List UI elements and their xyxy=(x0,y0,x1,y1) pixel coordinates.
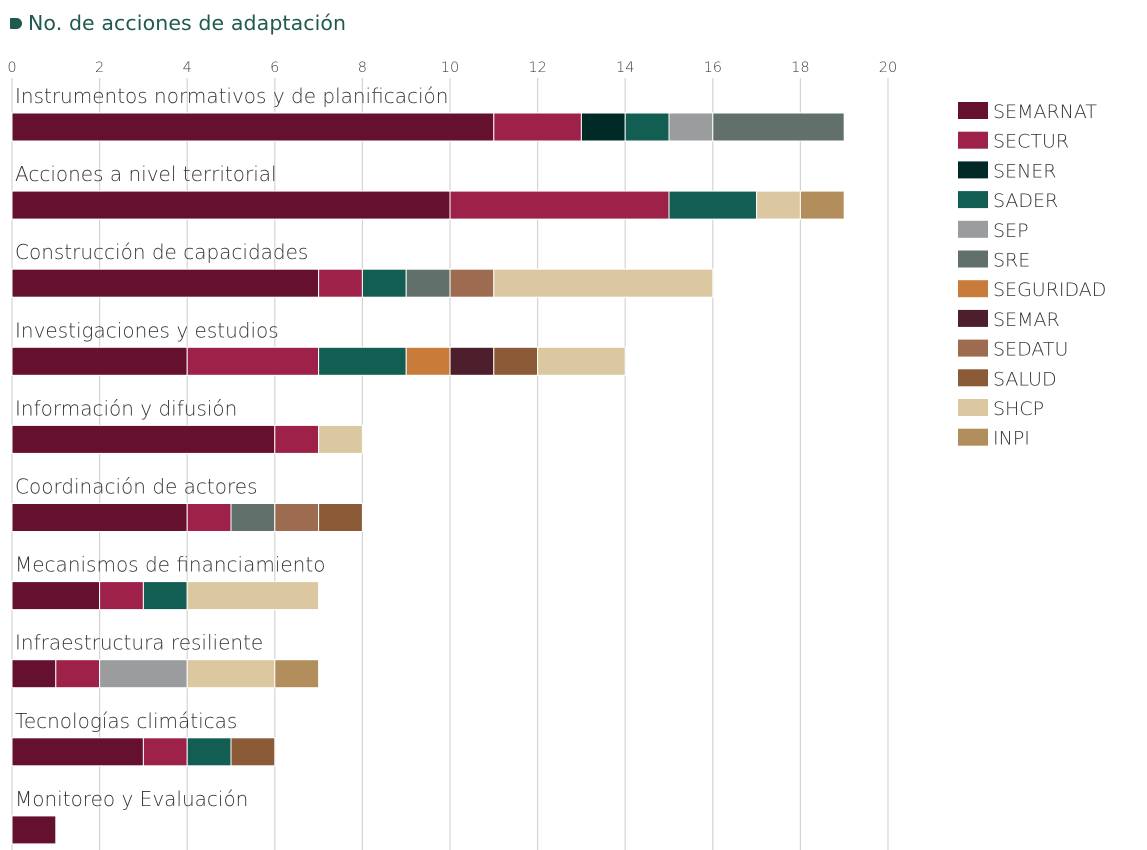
bar-segment xyxy=(274,424,320,454)
bar-segment xyxy=(274,659,320,689)
legend-swatch xyxy=(958,399,988,416)
legend-swatch xyxy=(958,309,988,327)
bar-segment xyxy=(142,737,188,767)
bar-segment xyxy=(493,346,539,376)
bar-segment xyxy=(537,346,626,376)
x-tick-label: 14 xyxy=(616,60,634,76)
bar-segment xyxy=(11,503,188,532)
legend-label: SEP xyxy=(993,220,1029,242)
x-tick-label: 8 xyxy=(358,60,367,76)
legend-label: SEDATU xyxy=(993,339,1068,361)
bar-segment xyxy=(55,659,101,689)
legend-label: SEMAR xyxy=(993,309,1060,331)
category-label: Coordinación de actores xyxy=(15,475,258,499)
x-tick-label: 4 xyxy=(183,60,192,76)
bar-segment xyxy=(318,346,407,376)
bar-segment xyxy=(186,503,232,532)
x-tick-label: 16 xyxy=(704,60,722,76)
bar-segment xyxy=(274,503,320,532)
legend-label: SHCP xyxy=(993,398,1044,420)
bar-segment xyxy=(668,112,714,142)
legend-label: SENER xyxy=(993,160,1057,182)
bar-segment xyxy=(11,659,57,689)
category-label: Acciones a nivel territorial xyxy=(15,162,277,186)
x-tick-label: 6 xyxy=(270,60,279,76)
legend-swatch xyxy=(958,191,988,209)
chart-title-text: No. de acciones de adaptación xyxy=(28,11,347,35)
legend-swatch xyxy=(958,102,988,119)
category-label: Investigaciones y estudios xyxy=(15,318,279,342)
legend-label: SALUD xyxy=(993,368,1057,390)
bar-segment xyxy=(11,815,57,845)
legend-swatch xyxy=(958,161,988,179)
bar-segment xyxy=(186,346,320,376)
chart-title: No. de acciones de adaptación xyxy=(10,8,346,38)
legend-label: INPI xyxy=(993,428,1030,450)
bar-segment xyxy=(361,268,407,298)
bar-segment xyxy=(11,268,320,298)
x-tick-label: 12 xyxy=(528,60,546,76)
bar-segment xyxy=(186,737,232,767)
bar-segment xyxy=(318,424,363,454)
category-label: Mecanismos de financiamiento xyxy=(15,553,325,577)
bar-segment xyxy=(11,737,144,767)
legend-swatch xyxy=(958,428,988,446)
legend-label: SRE xyxy=(993,250,1030,272)
bar-segment xyxy=(449,346,495,376)
bar-segment xyxy=(99,659,188,689)
bar-segment xyxy=(142,581,188,611)
bar-segment xyxy=(318,268,363,298)
bar-segment xyxy=(11,581,101,611)
bar-segment xyxy=(405,346,451,376)
bar-segment xyxy=(799,190,845,220)
bar-segment xyxy=(405,268,451,298)
legend-label: SADER xyxy=(993,190,1058,212)
category-label: Información y difusión xyxy=(15,396,237,420)
legend-label: SECTUR xyxy=(993,131,1069,153)
legend-swatch xyxy=(958,339,988,357)
title-marker-icon xyxy=(10,17,22,29)
x-tick-label: 0 xyxy=(7,60,16,76)
legend-swatch xyxy=(958,250,988,268)
bar-segment xyxy=(318,503,363,532)
x-tick-label: 10 xyxy=(441,60,459,76)
bar-segment xyxy=(11,112,495,142)
bar-segment xyxy=(99,581,144,611)
bar-segment xyxy=(230,737,276,767)
bar-segment xyxy=(11,346,188,376)
bar-segment xyxy=(186,581,320,611)
category-label: Construcción de capacidades xyxy=(15,240,308,264)
x-axis-ticks: 0 2 4 6 8 10 12 14 16 18 20 xyxy=(7,60,897,76)
legend-label: SEGURIDAD xyxy=(993,279,1106,301)
category-label: Instrumentos normativos y de planificaci… xyxy=(15,84,448,108)
bar-segment xyxy=(449,190,670,220)
legend-swatch xyxy=(958,280,988,298)
bar-segment xyxy=(624,112,670,142)
category-label: Tecnologías climáticas xyxy=(15,709,237,733)
bar-segment xyxy=(668,190,758,220)
x-tick-label: 20 xyxy=(879,60,897,76)
x-tick-label: 18 xyxy=(791,60,809,76)
bar-segment xyxy=(493,112,582,142)
legend-swatch xyxy=(958,220,988,238)
legend-swatch xyxy=(958,131,988,149)
legend-label: SEMARNAT xyxy=(993,101,1097,123)
bar-segment xyxy=(712,112,845,142)
legend-swatch xyxy=(958,369,988,387)
bar-segment xyxy=(449,268,495,298)
legend: SEMARNAT SECTUR SENER SADER SEP SRE SEGURIDAD S… xyxy=(958,101,1106,450)
bar-segment xyxy=(11,190,451,220)
category-label: Infraestructura resiliente xyxy=(15,631,263,655)
bar-segment xyxy=(11,424,276,454)
bar-segment xyxy=(186,659,276,689)
bar-segment xyxy=(230,503,276,532)
x-tick-label: 2 xyxy=(95,60,104,76)
category-label: Monitoreo y Evaluación xyxy=(15,787,248,811)
category-labels: Instrumentos normativos y de planificaci… xyxy=(15,84,448,811)
bar-segment xyxy=(756,190,801,220)
bars xyxy=(11,112,845,845)
bar-segment xyxy=(493,268,714,298)
bar-segment xyxy=(580,112,626,142)
